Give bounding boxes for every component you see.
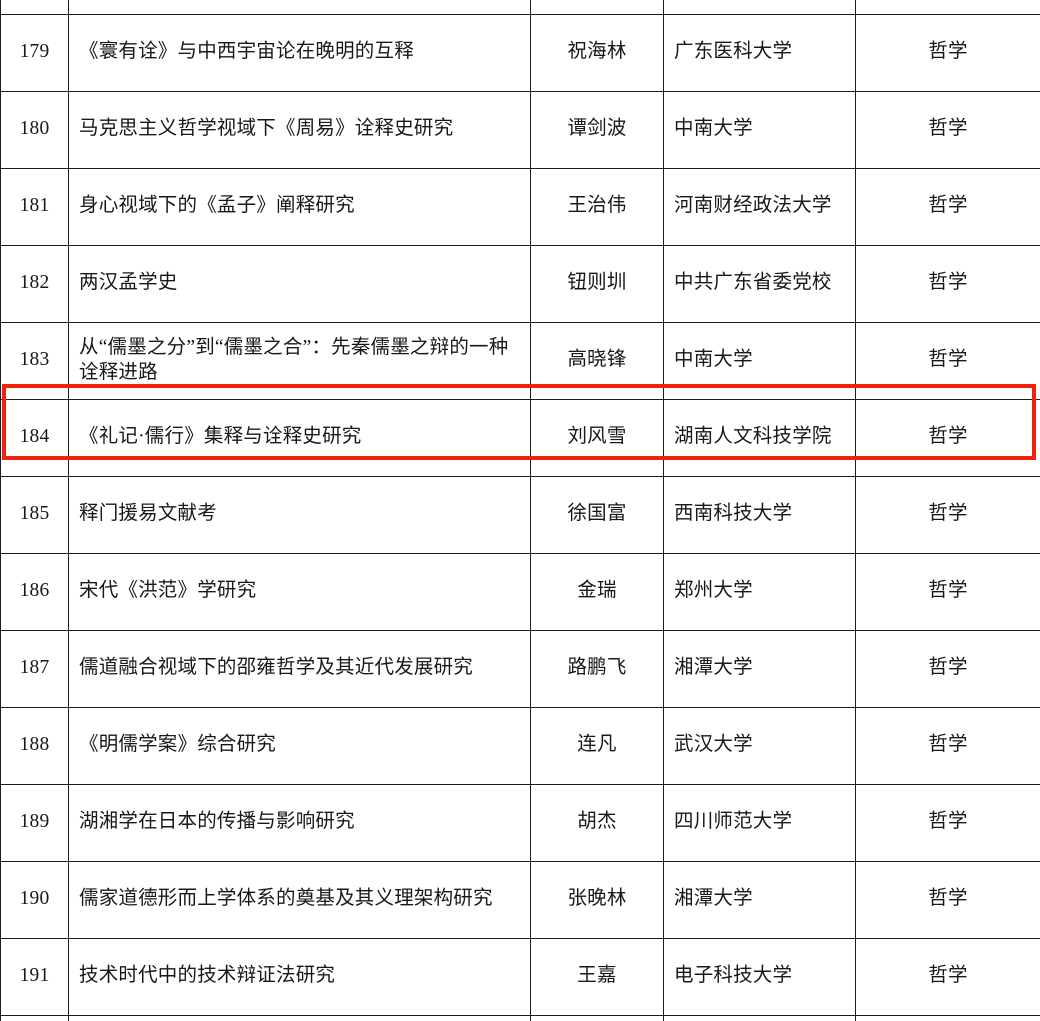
table-row[interactable]: 179 《寰有诠》与中西宇宙论在晚明的互释 祝海林 广东医科大学 哲学 bbox=[1, 14, 1040, 91]
table-row-partial-bottom bbox=[1, 1015, 1040, 1021]
cell-discipline: 哲学 bbox=[856, 861, 1040, 938]
cell-org: 四川师范大学 bbox=[664, 784, 856, 861]
cell-index: 188 bbox=[1, 707, 69, 784]
cell-index: 182 bbox=[1, 245, 69, 322]
table-row[interactable]: 180 马克思主义哲学视域下《周易》诠释史研究 谭剑波 中南大学 哲学 bbox=[1, 91, 1040, 168]
cell-discipline: 哲学 bbox=[856, 553, 1040, 630]
cell-org: 湖南人文科技学院 bbox=[664, 399, 856, 476]
cell-title: 从“儒墨之分”到“儒墨之合”：先秦儒墨之辩的一种诠释进路 bbox=[69, 322, 531, 399]
table-row[interactable]: 183 从“儒墨之分”到“儒墨之合”：先秦儒墨之辩的一种诠释进路 高晓锋 中南大… bbox=[1, 322, 1040, 399]
cell-org: 河南财经政法大学 bbox=[664, 168, 856, 245]
cell-discipline: 哲学 bbox=[856, 476, 1040, 553]
cell-index: 179 bbox=[1, 14, 69, 91]
cell-person: 谭剑波 bbox=[531, 91, 664, 168]
cell-person: 徐国富 bbox=[531, 476, 664, 553]
table-row[interactable]: 186 宋代《洪范》学研究 金瑞 郑州大学 哲学 bbox=[1, 553, 1040, 630]
table-row-highlighted[interactable]: 184 《礼记·儒行》集释与诠释史研究 刘风雪 湖南人文科技学院 哲学 bbox=[1, 399, 1040, 476]
cell-title: 《礼记·儒行》集释与诠释史研究 bbox=[69, 399, 531, 476]
cell-index: 191 bbox=[1, 938, 69, 1015]
cell-person: 连凡 bbox=[531, 707, 664, 784]
cell-person: 王治伟 bbox=[531, 168, 664, 245]
cell-title: 儒家道德形而上学体系的奠基及其义理架构研究 bbox=[69, 861, 531, 938]
cell-title bbox=[69, 0, 531, 14]
cell-index bbox=[1, 1015, 69, 1021]
cell-index: 189 bbox=[1, 784, 69, 861]
cell-person: 钮则圳 bbox=[531, 245, 664, 322]
cell-title: 湖湘学在日本的传播与影响研究 bbox=[69, 784, 531, 861]
cell-index: 180 bbox=[1, 91, 69, 168]
table-row[interactable]: 188 《明儒学案》综合研究 连凡 武汉大学 哲学 bbox=[1, 707, 1040, 784]
spreadsheet-sheet: 179 《寰有诠》与中西宇宙论在晚明的互释 祝海林 广东医科大学 哲学 180 … bbox=[0, 0, 1040, 994]
table-row[interactable]: 182 两汉孟学史 钮则圳 中共广东省委党校 哲学 bbox=[1, 245, 1040, 322]
cell-title: 儒道融合视域下的邵雍哲学及其近代发展研究 bbox=[69, 630, 531, 707]
cell-discipline: 哲学 bbox=[856, 245, 1040, 322]
cell-org: 广东医科大学 bbox=[664, 14, 856, 91]
table-row[interactable]: 187 儒道融合视域下的邵雍哲学及其近代发展研究 路鹏飞 湘潭大学 哲学 bbox=[1, 630, 1040, 707]
cell-index: 190 bbox=[1, 861, 69, 938]
cell-org: 中南大学 bbox=[664, 91, 856, 168]
cell-person: 金瑞 bbox=[531, 553, 664, 630]
cell-index: 187 bbox=[1, 630, 69, 707]
cell-org bbox=[664, 1015, 856, 1021]
cell-person: 张晚林 bbox=[531, 861, 664, 938]
cell-org: 西南科技大学 bbox=[664, 476, 856, 553]
cell-index: 185 bbox=[1, 476, 69, 553]
table-row[interactable]: 181 身心视域下的《孟子》阐释研究 王治伟 河南财经政法大学 哲学 bbox=[1, 168, 1040, 245]
cell-person bbox=[531, 1015, 664, 1021]
table-row[interactable]: 185 释门援易文献考 徐国富 西南科技大学 哲学 bbox=[1, 476, 1040, 553]
cell-person: 胡杰 bbox=[531, 784, 664, 861]
cell-discipline: 哲学 bbox=[856, 322, 1040, 399]
cell-person: 祝海林 bbox=[531, 14, 664, 91]
cell-index: 183 bbox=[1, 322, 69, 399]
cell-org: 中南大学 bbox=[664, 322, 856, 399]
cell-person: 王嘉 bbox=[531, 938, 664, 1015]
cell-title: 《明儒学案》综合研究 bbox=[69, 707, 531, 784]
cell-title: 宋代《洪范》学研究 bbox=[69, 553, 531, 630]
table-row-partial-top bbox=[1, 0, 1040, 14]
cell-org: 湘潭大学 bbox=[664, 630, 856, 707]
cell-org: 武汉大学 bbox=[664, 707, 856, 784]
cell-person bbox=[531, 0, 664, 14]
cell-title: 马克思主义哲学视域下《周易》诠释史研究 bbox=[69, 91, 531, 168]
cell-discipline: 哲学 bbox=[856, 399, 1040, 476]
cell-title bbox=[69, 1015, 531, 1021]
cell-title: 两汉孟学史 bbox=[69, 245, 531, 322]
cell-title: 身心视域下的《孟子》阐释研究 bbox=[69, 168, 531, 245]
cell-discipline bbox=[856, 0, 1040, 14]
cell-org: 中共广东省委党校 bbox=[664, 245, 856, 322]
table-row[interactable]: 190 儒家道德形而上学体系的奠基及其义理架构研究 张晚林 湘潭大学 哲学 bbox=[1, 861, 1040, 938]
cell-person: 刘风雪 bbox=[531, 399, 664, 476]
cell-discipline bbox=[856, 1015, 1040, 1021]
cell-index: 184 bbox=[1, 399, 69, 476]
cell-person: 高晓锋 bbox=[531, 322, 664, 399]
cell-discipline: 哲学 bbox=[856, 784, 1040, 861]
table-row[interactable]: 191 技术时代中的技术辩证法研究 王嘉 电子科技大学 哲学 bbox=[1, 938, 1040, 1015]
cell-discipline: 哲学 bbox=[856, 630, 1040, 707]
cell-index: 181 bbox=[1, 168, 69, 245]
cell-title: 《寰有诠》与中西宇宙论在晚明的互释 bbox=[69, 14, 531, 91]
cell-discipline: 哲学 bbox=[856, 938, 1040, 1015]
cell-index bbox=[1, 0, 69, 14]
cell-title: 技术时代中的技术辩证法研究 bbox=[69, 938, 531, 1015]
table-row[interactable]: 189 湖湘学在日本的传播与影响研究 胡杰 四川师范大学 哲学 bbox=[1, 784, 1040, 861]
cell-title: 释门援易文献考 bbox=[69, 476, 531, 553]
cell-person: 路鹏飞 bbox=[531, 630, 664, 707]
cell-index: 186 bbox=[1, 553, 69, 630]
cell-discipline: 哲学 bbox=[856, 707, 1040, 784]
cell-org: 郑州大学 bbox=[664, 553, 856, 630]
cell-discipline: 哲学 bbox=[856, 91, 1040, 168]
cell-org: 电子科技大学 bbox=[664, 938, 856, 1015]
cell-discipline: 哲学 bbox=[856, 14, 1040, 91]
cell-discipline: 哲学 bbox=[856, 168, 1040, 245]
cell-org bbox=[664, 0, 856, 14]
cell-org: 湘潭大学 bbox=[664, 861, 856, 938]
